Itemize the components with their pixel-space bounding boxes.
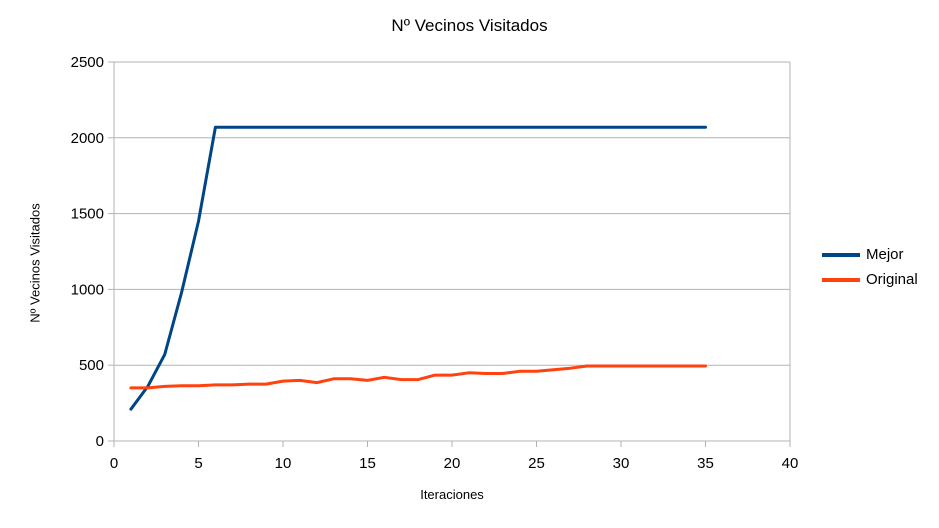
y-tick-label: 2000 bbox=[71, 130, 104, 147]
legend-swatch-original bbox=[822, 277, 860, 282]
axes bbox=[108, 61, 791, 447]
x-axis-label: Iteraciones bbox=[420, 487, 484, 502]
x-tick-label: 5 bbox=[194, 455, 202, 472]
y-tick-label: 0 bbox=[96, 433, 104, 450]
y-tick-label: 1500 bbox=[71, 206, 104, 223]
y-tick-label: 500 bbox=[79, 357, 104, 374]
series-line-original bbox=[129, 364, 707, 390]
x-tick-label: 15 bbox=[359, 455, 376, 472]
chart-title: Nº Vecinos Visitados bbox=[391, 16, 548, 35]
legend-item-mejor: Mejor bbox=[822, 242, 918, 267]
x-tick-label: 35 bbox=[697, 455, 714, 472]
x-tick-label: 30 bbox=[613, 455, 630, 472]
x-tick-label: 40 bbox=[782, 455, 799, 472]
legend-swatch-mejor bbox=[822, 252, 860, 257]
x-tick-label: 10 bbox=[275, 455, 292, 472]
legend: Mejor Original bbox=[822, 242, 918, 292]
x-tick-label: 20 bbox=[444, 455, 461, 472]
tick-labels: 0 500 1000 1500 2000 2500 0 5 10 15 20 25 30 35 40 bbox=[71, 54, 799, 472]
legend-label-mejor: Mejor bbox=[866, 246, 904, 263]
series-lines bbox=[129, 125, 707, 411]
series-line-mejor bbox=[129, 125, 707, 411]
y-tick-label: 2500 bbox=[71, 54, 104, 71]
legend-label-original: Original bbox=[866, 271, 918, 288]
legend-item-original: Original bbox=[822, 267, 918, 292]
y-tick-label: 1000 bbox=[71, 281, 104, 298]
x-tick-label: 0 bbox=[110, 455, 118, 472]
x-tick-label: 25 bbox=[528, 455, 545, 472]
